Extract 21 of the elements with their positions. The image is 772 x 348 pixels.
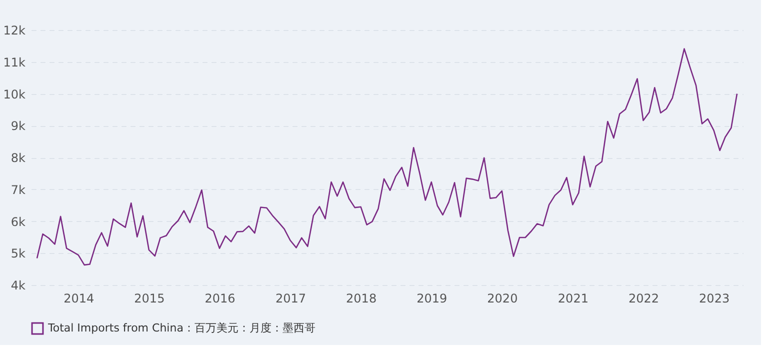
x-tick-label: 2021	[558, 292, 588, 306]
x-tick-label: 2016	[204, 292, 236, 306]
x-tick-label: 2014	[64, 292, 94, 306]
y-tick-label: 10k	[3, 87, 26, 102]
x-tick-label: 2017	[275, 292, 306, 306]
line-series	[36, 48, 738, 266]
y-tick-label: 6k	[10, 214, 26, 229]
x-tick-label: 2018	[346, 292, 377, 306]
y-tick-label: 5k	[10, 246, 26, 261]
y-tick-label: 7k	[10, 182, 26, 197]
y-tick-label: 4k	[10, 278, 26, 292]
x-tick-label: 2020	[487, 292, 518, 306]
x-tick-label: 2023	[699, 292, 730, 306]
y-tick-label: 12k	[3, 24, 26, 38]
x-tick-label: 2019	[416, 292, 448, 306]
y-tick-label: 8k	[10, 151, 26, 165]
y-tick-label: 11k	[3, 55, 26, 70]
x-tick-label: 2015	[134, 292, 165, 306]
y-tick-label: 9k	[10, 119, 26, 134]
legend-label: Total Imports from China：百万美元：月度：墨西哥	[47, 322, 316, 334]
x-tick-label: 2022	[628, 292, 660, 306]
